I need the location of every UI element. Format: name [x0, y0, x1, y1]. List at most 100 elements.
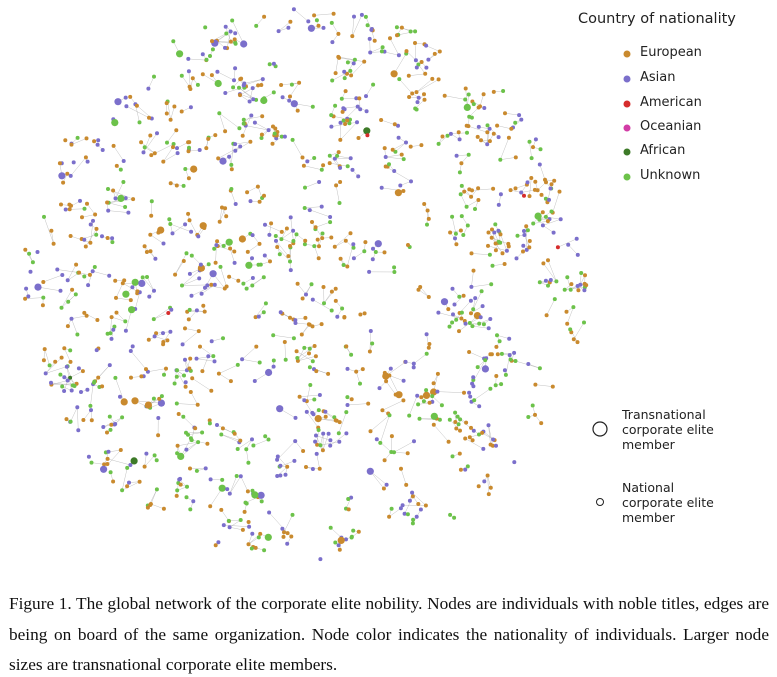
- node: [106, 187, 110, 191]
- node: [344, 410, 349, 415]
- node: [278, 310, 283, 315]
- edge: [181, 75, 190, 87]
- edge: [500, 137, 510, 160]
- node: [489, 352, 494, 357]
- node: [521, 249, 525, 254]
- node: [210, 47, 215, 52]
- node: [134, 103, 139, 108]
- node: [275, 474, 280, 478]
- node: [125, 465, 130, 470]
- node: [88, 403, 93, 408]
- node: [419, 143, 424, 148]
- node: [348, 68, 353, 73]
- node: [513, 186, 518, 191]
- node: [200, 430, 205, 435]
- node: [546, 258, 550, 263]
- node: [105, 462, 110, 466]
- edge: [524, 234, 530, 248]
- node: [481, 446, 486, 451]
- node: [65, 324, 70, 329]
- node: [70, 287, 75, 292]
- edge: [312, 299, 332, 311]
- node: [359, 12, 364, 17]
- node: [236, 278, 241, 283]
- edge: [301, 324, 310, 335]
- node: [68, 234, 73, 238]
- node: [250, 86, 255, 91]
- node: [266, 437, 271, 442]
- node: [180, 283, 184, 288]
- node: [549, 209, 554, 214]
- node: [326, 431, 331, 436]
- edge: [190, 391, 198, 405]
- node: [75, 135, 80, 140]
- node: [307, 322, 312, 327]
- legend-marker: [623, 173, 631, 181]
- edge: [486, 128, 490, 145]
- node: [247, 99, 252, 104]
- node: [128, 306, 136, 314]
- node: [181, 183, 186, 188]
- node: [205, 441, 210, 446]
- node: [524, 247, 529, 252]
- edge: [416, 79, 439, 93]
- edge: [174, 253, 187, 275]
- node: [314, 415, 322, 423]
- edge: [122, 481, 140, 491]
- node: [452, 302, 457, 307]
- node: [299, 332, 304, 337]
- node: [532, 187, 537, 192]
- edge: [352, 14, 363, 37]
- edge: [85, 228, 97, 247]
- edge: [219, 113, 240, 129]
- node: [282, 340, 287, 344]
- node: [495, 333, 499, 338]
- edge: [91, 462, 105, 465]
- node: [174, 374, 179, 379]
- edge: [163, 146, 174, 162]
- edge: [231, 143, 234, 165]
- node: [475, 365, 480, 370]
- node: [161, 331, 165, 336]
- node: [30, 260, 35, 265]
- node: [76, 366, 81, 371]
- node: [487, 139, 492, 144]
- edge: [217, 71, 235, 81]
- node: [565, 321, 570, 326]
- node: [171, 145, 175, 150]
- node: [227, 491, 232, 496]
- node: [574, 236, 579, 241]
- node: [157, 396, 162, 401]
- node: [114, 295, 118, 300]
- edge: [295, 322, 309, 325]
- edge: [306, 411, 319, 428]
- node: [426, 345, 431, 350]
- node: [227, 154, 232, 159]
- node: [481, 322, 486, 327]
- node: [273, 126, 278, 131]
- node: [490, 227, 494, 232]
- node: [156, 230, 161, 235]
- node: [423, 503, 428, 508]
- node: [68, 359, 73, 364]
- node: [358, 312, 363, 317]
- node: [352, 14, 356, 19]
- node: [512, 350, 517, 355]
- node: [372, 38, 377, 43]
- node: [260, 77, 265, 82]
- node: [59, 355, 64, 360]
- node: [173, 272, 178, 277]
- node: [177, 477, 182, 482]
- node: [280, 526, 285, 531]
- node: [409, 179, 413, 184]
- node: [465, 464, 470, 469]
- node: [300, 296, 305, 301]
- edge: [202, 356, 209, 372]
- node: [342, 69, 347, 74]
- node: [306, 19, 311, 24]
- node: [55, 267, 60, 272]
- node: [308, 383, 313, 387]
- node: [176, 50, 184, 58]
- node: [274, 238, 278, 243]
- node: [341, 106, 346, 111]
